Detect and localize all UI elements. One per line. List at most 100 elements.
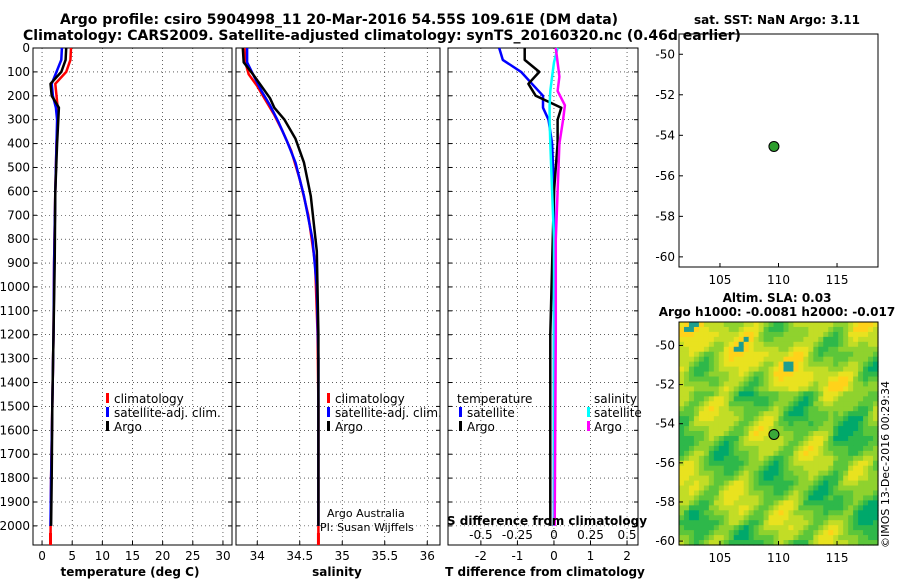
- sla-cell: [708, 520, 715, 526]
- sla-cell: [683, 406, 690, 412]
- sla-cell: [688, 500, 695, 506]
- sla-cell: [873, 540, 879, 546]
- sla-cell: [828, 455, 834, 462]
- sla-cell: [808, 460, 814, 467]
- sla-cell: [868, 440, 874, 447]
- depth-tick-label: 100: [7, 65, 30, 79]
- sst-xtick-label: 110: [767, 273, 790, 287]
- sla-cell: [828, 500, 834, 506]
- sla-cell: [868, 326, 874, 333]
- sla-cell: [868, 341, 874, 348]
- sla-cell: [738, 426, 745, 432]
- sla-cell: [788, 450, 795, 457]
- sla-cell: [743, 460, 750, 467]
- sla-cell: [823, 515, 829, 521]
- sla-cell: [813, 480, 819, 487]
- sla-cell: [683, 331, 690, 338]
- sla-cell: [753, 322, 760, 328]
- sla-cell: [803, 470, 809, 477]
- sla-cell: [848, 460, 854, 467]
- sla-cell: [763, 510, 770, 516]
- sla-cell: [843, 500, 849, 506]
- sla-cell: [758, 322, 765, 328]
- sla-cell: [848, 341, 854, 348]
- sla-cell: [713, 351, 720, 358]
- sla-cell: [838, 341, 844, 348]
- sla-cell: [713, 411, 720, 417]
- sla-cell: [733, 475, 740, 482]
- sla-cell: [808, 465, 814, 472]
- sla-cell: [803, 505, 809, 511]
- sla-cell: [738, 341, 745, 348]
- sla-cell: [753, 435, 760, 442]
- sla-cell: [838, 520, 844, 526]
- sla-cell: [693, 396, 700, 402]
- sla-cell: [748, 426, 755, 432]
- sla-cell: [788, 336, 795, 343]
- sla-cell: [853, 495, 859, 501]
- sla-cell: [863, 421, 869, 427]
- sla-cell: [783, 510, 790, 516]
- sla-map-title: Altim. SLA: 0.03: [723, 291, 832, 305]
- sla-cell: [698, 426, 705, 432]
- sla-cell: [708, 356, 715, 363]
- sla-cell: [843, 525, 849, 531]
- sla-cell: [853, 391, 859, 397]
- sla-cell: [808, 455, 814, 462]
- sla-cell: [693, 346, 700, 353]
- sla-cell: [738, 435, 745, 442]
- sla-cell: [728, 495, 735, 501]
- sla-cell: [688, 341, 695, 348]
- sla-cell: [713, 322, 720, 328]
- sla-cell: [693, 540, 700, 546]
- sla-cell: [753, 485, 760, 492]
- sla-cell: [763, 366, 770, 373]
- sla-cell: [798, 445, 804, 452]
- sla-cell: [748, 391, 755, 397]
- sla-cell: [868, 376, 874, 383]
- sla-cell: [823, 401, 829, 407]
- sla-cell: [793, 371, 799, 378]
- sla-cell: [868, 445, 874, 452]
- sla-cell: [778, 480, 785, 487]
- sla-cell: [758, 416, 765, 422]
- sla-cell: [713, 336, 720, 343]
- sla-cell: [743, 435, 750, 442]
- sla-cell: [703, 440, 710, 447]
- sla-cell: [783, 535, 790, 541]
- sla-cell: [803, 386, 809, 392]
- sla-cell: [773, 445, 780, 452]
- diff-legend-s-argo-swatch: [587, 421, 590, 431]
- sla-cell: [693, 426, 700, 432]
- sla-cell: [718, 535, 725, 541]
- sla-cell: [868, 336, 874, 343]
- sla-cell: [783, 396, 790, 402]
- sla-cell: [848, 421, 854, 427]
- sla-cell: [868, 351, 874, 358]
- sla-cell: [828, 361, 834, 368]
- diff-xtick-label: 2: [623, 549, 631, 563]
- sla-ytick-label: -52: [655, 378, 675, 392]
- sla-cell: [758, 530, 765, 536]
- sla-cell: [813, 416, 819, 422]
- sla-cell: [833, 396, 839, 402]
- sla-cell: [713, 371, 720, 378]
- sla-cell: [768, 426, 775, 432]
- sla-cell: [679, 475, 685, 482]
- sla-cell: [718, 331, 725, 338]
- diff-xlabel-top: S difference from climatology: [447, 514, 647, 528]
- sla-cell: [723, 421, 730, 427]
- sla-cell: [698, 475, 705, 482]
- sla-cell: [803, 326, 809, 333]
- sla-cell: [798, 525, 804, 531]
- sla-cell: [873, 450, 879, 457]
- sla-cell: [743, 540, 750, 546]
- sla-cell: [693, 416, 700, 422]
- sla-cell: [818, 341, 824, 348]
- sla-cell: [773, 455, 780, 462]
- sla-cell: [838, 490, 844, 497]
- sla-cell: [863, 460, 869, 467]
- sla-cell: [853, 535, 859, 541]
- sla-cell: [868, 505, 874, 511]
- sla-cell: [738, 356, 745, 363]
